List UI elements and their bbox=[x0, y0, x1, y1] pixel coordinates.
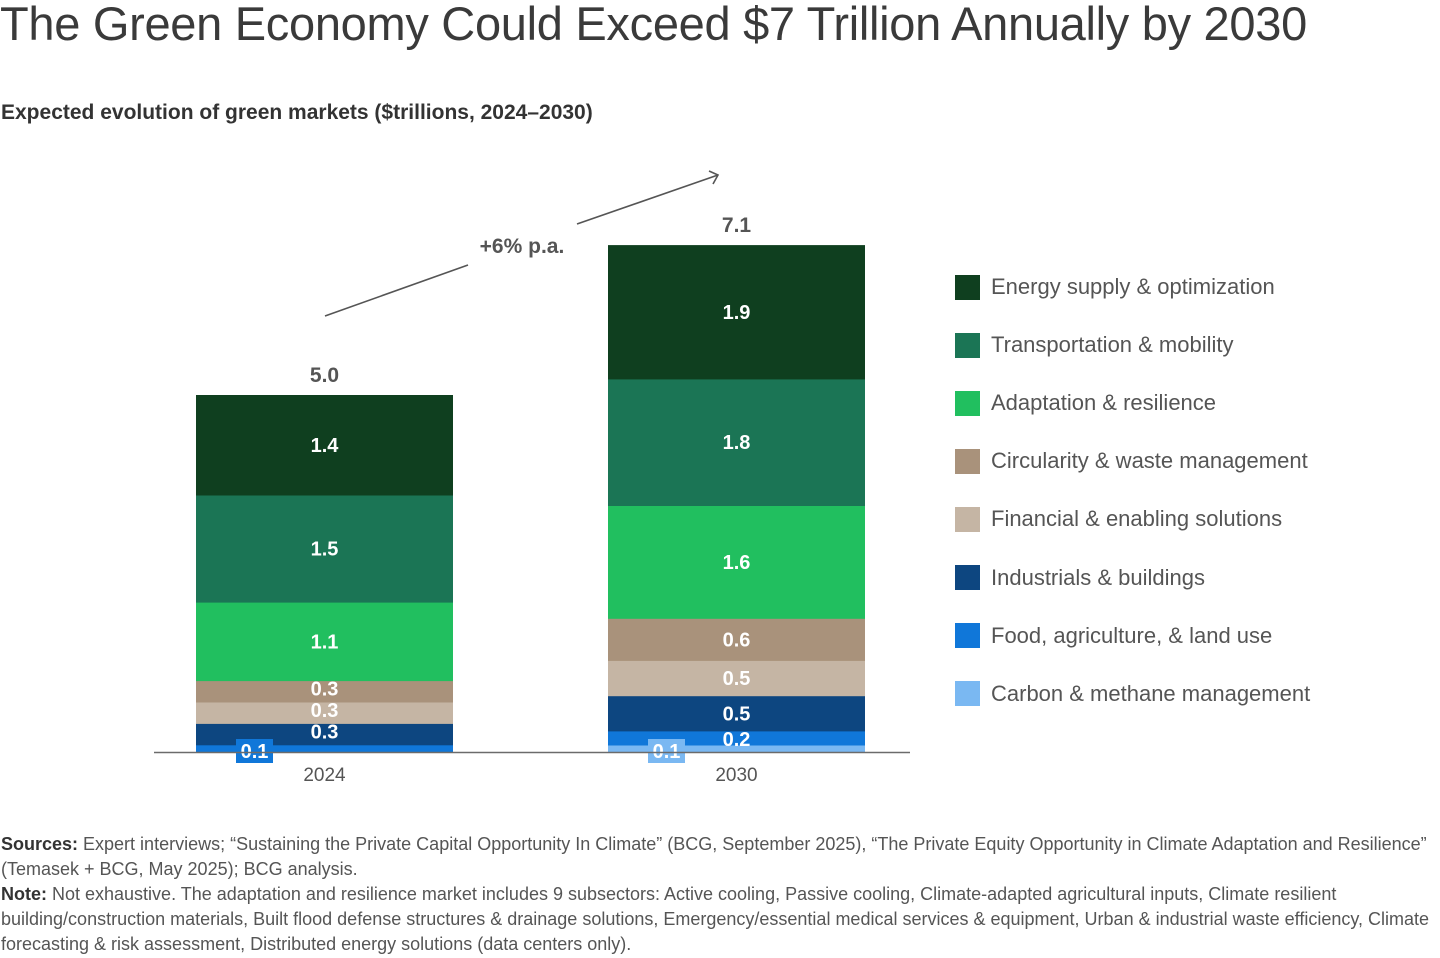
total-label-2030: 7.1 bbox=[722, 214, 752, 237]
legend-label: Adaptation & resilience bbox=[991, 390, 1217, 416]
bar-segment-2030-carbon-methane-management bbox=[608, 745, 865, 753]
legend-label: Transportation & mobility bbox=[991, 332, 1234, 358]
growth-annotation: +6% p.a. bbox=[480, 235, 565, 258]
segment-label-2024-circularity-waste-management: 0.3 bbox=[311, 679, 339, 701]
legend-item-circularity-waste-management: Circularity & waste management bbox=[955, 446, 1308, 476]
bar-segment-2024-financial-enabling-solutions bbox=[196, 702, 453, 724]
bar-segment-2030-financial-enabling-solutions bbox=[608, 660, 865, 697]
x-tick-label-2024: 2024 bbox=[303, 765, 346, 786]
legend-swatch bbox=[955, 448, 980, 474]
growth-arrow-line-lower bbox=[324, 264, 469, 317]
legend-swatch bbox=[955, 506, 980, 532]
legend-item-energy-supply-optimization: Energy supply & optimization bbox=[955, 272, 1275, 302]
segment-label-2024-financial-enabling-solutions: 0.3 bbox=[311, 700, 339, 722]
note-text: Not exhaustive. The adaptation and resil… bbox=[1, 884, 1430, 954]
segment-label-2030-adaptation-resilience: 1.6 bbox=[723, 552, 751, 574]
segment-label-2030-transportation-mobility: 1.8 bbox=[723, 432, 751, 454]
segment-label-2024-transportation-mobility: 1.5 bbox=[311, 539, 339, 561]
bar-segment-2024-transportation-mobility bbox=[196, 495, 453, 603]
legend-swatch bbox=[955, 623, 980, 649]
stacked-bar-chart: 1.41.51.10.30.30.31.91.81.60.60.50.50.2 … bbox=[154, 170, 910, 786]
total-label-2024: 5.0 bbox=[310, 364, 339, 387]
segment-label-2030-industrials-buildings: 0.5 bbox=[723, 703, 751, 725]
legend-swatch bbox=[955, 390, 980, 416]
legend-swatch bbox=[955, 681, 980, 707]
legend-swatch bbox=[955, 332, 980, 358]
legend-label: Financial & enabling solutions bbox=[991, 506, 1283, 532]
legend-label: Energy supply & optimization bbox=[991, 274, 1275, 299]
segment-label-2024-energy-supply-optimization: 1.4 bbox=[311, 435, 340, 457]
bar-segment-2024-food-agriculture-land-use bbox=[196, 744, 453, 753]
bar-segment-2030-energy-supply-optimization bbox=[608, 245, 865, 380]
legend-label: Carbon & methane management bbox=[991, 680, 1311, 706]
segment-label-2030-energy-supply-optimization: 1.9 bbox=[723, 302, 751, 324]
total-labels-group: 5.0 7.1 bbox=[310, 214, 752, 387]
legend-swatch bbox=[955, 565, 980, 590]
legend-label: Industrials & buildings bbox=[991, 564, 1206, 590]
sources-label: Sources: bbox=[1, 834, 79, 854]
page-title: The Green Economy Could Exceed $7 Trilli… bbox=[0, 0, 1307, 50]
legend-item-transportation-mobility: Transportation & mobility bbox=[955, 330, 1234, 360]
growth-arrow-line-upper bbox=[576, 174, 719, 225]
legend-label: Food, agriculture, & land use bbox=[991, 622, 1273, 648]
segment-label-2030-circularity-waste-management: 0.6 bbox=[723, 629, 751, 651]
arrowhead-icon bbox=[708, 170, 720, 185]
legend-item-financial-enabling-solutions: Financial & enabling solutions bbox=[955, 504, 1282, 534]
bar-segment-2030-adaptation-resilience bbox=[608, 505, 865, 619]
sources-text: Expert interviews; “Sustaining the Priva… bbox=[1, 834, 1427, 879]
callout-box-2024 bbox=[236, 739, 273, 763]
growth-arrow: +6% p.a. bbox=[324, 170, 720, 317]
note-label: Note: bbox=[1, 884, 47, 904]
sources-note: Sources: Expert interviews; “Sustaining … bbox=[1, 832, 1431, 882]
x-tick-labels-group: 2024 2030 bbox=[303, 765, 757, 786]
legend-item-adaptation-resilience: Adaptation & resilience bbox=[955, 388, 1216, 418]
footer-notes: Sources: Expert interviews; “Sustaining … bbox=[1, 832, 1431, 957]
chart-subtitle: Expected evolution of green markets ($tr… bbox=[1, 101, 593, 124]
bar-segment-2024-adaptation-resilience bbox=[196, 602, 453, 682]
callout-box-2030 bbox=[648, 739, 685, 763]
note: Note: Not exhaustive. The adaptation and… bbox=[1, 882, 1431, 957]
bar-segment-2024-circularity-waste-management bbox=[196, 680, 453, 703]
segment-label-2030-financial-enabling-solutions: 0.5 bbox=[723, 668, 751, 690]
segment-label-2024-adaptation-resilience: 1.1 bbox=[311, 631, 339, 653]
legend-item-industrials-buildings: Industrials & buildings bbox=[955, 563, 1205, 593]
legend-item-carbon-methane-management: Carbon & methane management bbox=[955, 679, 1310, 709]
segment-label-2030-food-agriculture-land-use: 0.2 bbox=[723, 729, 751, 751]
bar-segment-2030-transportation-mobility bbox=[608, 378, 865, 506]
legend-swatch bbox=[955, 274, 980, 300]
bar-segment-2030-circularity-waste-management bbox=[608, 618, 865, 661]
segment-label-2024-industrials-buildings: 0.3 bbox=[311, 721, 339, 743]
bar-segment-2024-energy-supply-optimization bbox=[196, 395, 453, 496]
legend-item-food-agriculture-land-use: Food, agriculture, & land use bbox=[955, 621, 1272, 651]
bar-segment-2030-industrials-buildings bbox=[608, 695, 865, 732]
x-tick-label-2030: 2030 bbox=[715, 765, 757, 786]
segment-labels-group: 1.41.51.10.30.30.31.91.81.60.60.50.50.2 bbox=[311, 302, 751, 751]
legend-label: Circularity & waste management bbox=[991, 448, 1308, 474]
bars-group bbox=[196, 245, 865, 753]
